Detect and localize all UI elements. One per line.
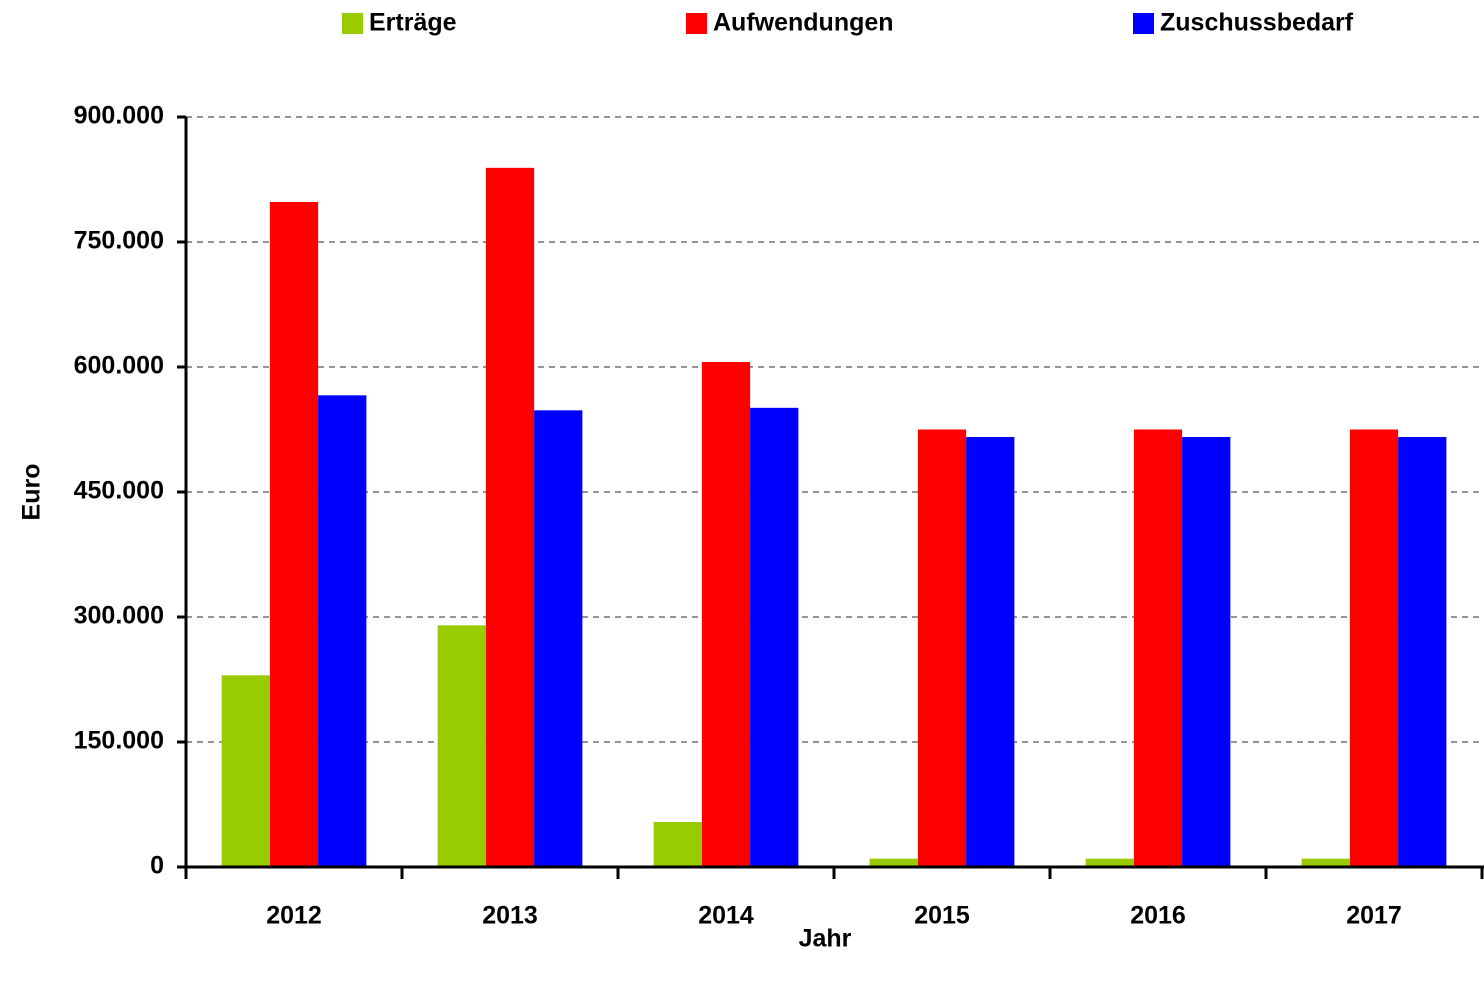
bar — [653, 822, 702, 867]
x-tick-label: 2017 — [1346, 902, 1402, 930]
y-tick-label: 150.000 — [74, 727, 164, 755]
bar — [221, 675, 270, 867]
legend-swatch — [342, 13, 363, 34]
y-tick-label: 600.000 — [74, 352, 164, 380]
bar — [437, 625, 486, 867]
bar — [1398, 437, 1447, 867]
legend-label: Erträge — [369, 9, 457, 37]
bar — [534, 410, 583, 867]
bar — [1301, 858, 1350, 867]
legend-swatch — [686, 13, 707, 34]
y-tick-label: 300.000 — [74, 602, 164, 630]
y-tick-label: 900.000 — [74, 102, 164, 130]
x-tick-label: 2016 — [1130, 902, 1186, 930]
x-tick-label: 2013 — [482, 902, 538, 930]
legend-label: Zuschussbedarf — [1160, 9, 1354, 37]
bar — [485, 167, 535, 868]
x-tick-label: 2012 — [266, 902, 322, 930]
bar — [917, 429, 967, 867]
bar — [1133, 429, 1183, 867]
bar — [701, 362, 751, 867]
y-tick-label: 0 — [150, 852, 164, 880]
x-axis-title: Jahr — [799, 925, 852, 953]
legend-swatch — [1133, 13, 1154, 34]
y-tick-label: 750.000 — [74, 227, 164, 255]
bar — [269, 202, 319, 867]
bar — [1349, 429, 1399, 867]
bar — [869, 858, 918, 867]
y-axis-title: Euro — [18, 464, 46, 521]
bar — [966, 437, 1015, 867]
x-tick-label: 2015 — [914, 902, 970, 930]
y-tick-label: 450.000 — [74, 477, 164, 505]
bar — [1085, 858, 1134, 867]
x-tick-label: 2014 — [698, 902, 754, 930]
bar — [1182, 437, 1231, 867]
bar — [318, 395, 367, 867]
legend-label: Aufwendungen — [713, 9, 894, 37]
bar — [750, 407, 799, 867]
